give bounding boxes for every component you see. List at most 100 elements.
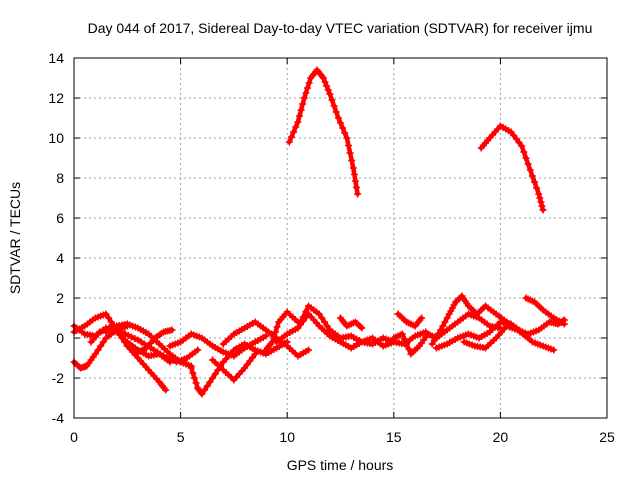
data-point-marker (405, 345, 413, 353)
data-point-marker (294, 118, 302, 126)
series-arc-15 (337, 314, 366, 332)
data-point-marker (211, 370, 219, 378)
data-point-marker (271, 328, 279, 336)
data-point-marker (518, 142, 526, 150)
y-tick-label: -2 (52, 370, 65, 386)
data-point-marker (192, 379, 200, 387)
data-point-marker (343, 134, 351, 142)
data-point-marker (330, 102, 338, 110)
data-point-marker (285, 138, 293, 146)
data-point-marker (321, 318, 329, 326)
data-point-marker (400, 335, 408, 343)
data-point-marker (323, 322, 331, 330)
data-point-marker (341, 129, 349, 137)
data-point-marker (187, 364, 195, 372)
series-arc-12 (285, 66, 362, 198)
data-point-marker (162, 386, 170, 394)
x-tick-label: 15 (386, 429, 402, 445)
data-point-marker (160, 352, 168, 360)
x-tick-label: 20 (493, 429, 509, 445)
series-arc-7 (187, 338, 291, 398)
data-point-marker (201, 386, 209, 394)
data-point-marker (91, 350, 99, 358)
data-point-marker (339, 124, 347, 132)
y-tick-label: 8 (56, 170, 64, 186)
data-point-marker (321, 78, 329, 86)
x-tick-label: 0 (70, 429, 78, 445)
series-arc-20 (460, 316, 568, 352)
data-point-marker (439, 322, 447, 330)
y-tick-label: 0 (56, 330, 64, 346)
y-axis-label: SDTVAR / TECUs (7, 182, 23, 294)
y-tick-label: 10 (48, 130, 64, 146)
data-point-marker (528, 172, 536, 180)
series-arc-21 (477, 122, 547, 214)
data-point-marker (323, 82, 331, 90)
data-point-marker (302, 89, 310, 97)
data-point-marker (437, 326, 445, 334)
series-line (287, 67, 360, 197)
data-point-marker (531, 178, 539, 186)
series-arc-11 (262, 308, 302, 354)
series-arc-5 (102, 320, 195, 370)
x-tick-label: 10 (279, 429, 295, 445)
data-point-marker (97, 342, 105, 350)
data-point-marker (536, 194, 544, 202)
data-point-marker (206, 378, 214, 386)
y-tick-label: 4 (56, 250, 64, 266)
data-point-marker (128, 333, 136, 341)
data-point-marker (315, 310, 323, 318)
y-tick-label: 6 (56, 210, 64, 226)
data-point-marker (121, 330, 129, 338)
data-point-marker (131, 335, 139, 342)
data-point-marker (332, 108, 340, 116)
data-point-marker (560, 320, 568, 328)
data-point-marker (203, 382, 211, 390)
data-point-marker (398, 330, 406, 338)
data-point-marker (538, 202, 546, 210)
chart-title: Day 044 of 2017, Sidereal Day-to-day VTE… (88, 20, 593, 36)
data-point-marker (344, 142, 352, 149)
x-tick-label: 25 (599, 429, 615, 445)
data-point-marker (295, 112, 303, 120)
data-point-marker (326, 90, 334, 98)
data-point-marker (189, 369, 197, 377)
data-point-marker (550, 346, 558, 354)
data-point-marker (539, 206, 547, 214)
data-point-marker (290, 128, 298, 136)
data-point-marker (96, 328, 104, 336)
data-point-marker (352, 184, 360, 191)
series-arc-6 (123, 326, 176, 356)
data-point-marker (124, 332, 132, 339)
data-point-marker (526, 166, 534, 174)
data-point-marker (403, 340, 411, 348)
data-point-marker (350, 171, 358, 178)
data-point-marker (334, 114, 342, 122)
series-arc-10 (219, 318, 313, 360)
data-point-marker (318, 314, 326, 322)
data-point-marker (270, 333, 278, 341)
data-point-marker (441, 318, 449, 326)
data-point-marker (535, 190, 543, 198)
data-point-marker (168, 326, 176, 334)
x-tick-label: 5 (177, 429, 185, 445)
data-point-marker (418, 314, 426, 322)
data-point-marker (102, 310, 110, 318)
series-arc-22 (522, 294, 568, 328)
data-point-marker (190, 374, 198, 382)
data-point-marker (300, 94, 308, 102)
data-point-marker (94, 346, 102, 354)
data-point-marker (292, 123, 300, 131)
plot-frame (73, 57, 608, 419)
series-arc-17 (394, 310, 426, 330)
y-tick-label: -4 (52, 410, 65, 426)
data-point-marker (520, 148, 528, 156)
data-point-marker (163, 354, 171, 361)
series-arc-9 (209, 350, 259, 384)
data-point-marker (118, 334, 126, 342)
data-point-marker (346, 149, 354, 157)
data-point-marker (351, 177, 359, 185)
data-point-marker (305, 79, 313, 87)
data-point-marker (328, 96, 336, 104)
data-point-marker (105, 314, 113, 322)
